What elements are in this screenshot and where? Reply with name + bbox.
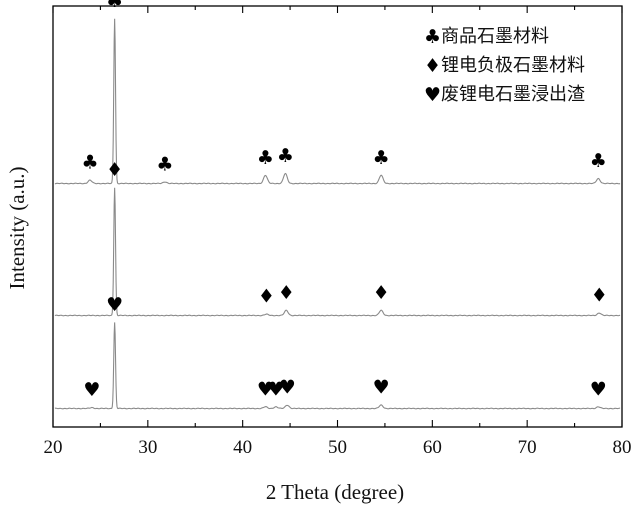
peak-marker: ♥ [267,378,284,400]
peak-marker: ♦ [373,282,390,304]
peak-marker: ♦ [591,284,608,306]
x-tick-label: 40 [233,437,252,458]
peak-marker: ♣ [373,147,390,169]
peak-marker: ♣ [106,0,123,12]
x-tick-label: 60 [423,437,442,458]
peak-marker: ♥ [279,377,296,399]
peak-marker: ♥ [590,378,607,400]
legend-label-commercial-graphite: 商品石墨材料 [441,26,549,46]
legend-label-anode-graphite: 锂电负极石墨材料 [441,55,585,75]
peak-marker: ♣ [81,152,98,174]
xrd-pattern-1 [54,18,621,185]
peak-marker-layer: ♣♣♣ ♣ ♣ ♣ ♣♦♦ ♦ ♦ ♦♥♥♥♥♥ ♥ ♥ [81,0,607,401]
x-tick-label: 70 [518,437,537,458]
y-axis-label: Intensity (a.u.) [5,166,29,289]
peak-marker: ♥ [106,294,123,316]
x-tick-label: 30 [138,437,157,458]
x-tick-label: 50 [328,437,347,458]
peak-marker: ♥ [83,379,100,401]
x-axis-label: 2 Theta (degree) [266,480,404,504]
peak-marker: ♣ [257,147,274,169]
x-axis: 20 30 40 50 60 70 80 [44,6,632,458]
x-tick-label: 80 [613,437,632,458]
xrd-pattern-2 [54,187,621,317]
legend: ♣ 商品石墨材料 ♦ 锂电负极石墨材料 ♥ 废锂电石墨浸出渣 [424,26,585,106]
legend-marker-heart: ♥ [424,84,441,106]
xrd-pattern-3 [54,322,621,410]
peak-marker: ♣ [277,145,294,167]
peak-marker: ♦ [278,282,295,304]
peak-marker: ♦ [258,286,275,308]
peak-marker: ♥ [257,378,274,400]
x-tick-label: 20 [44,437,63,458]
trace-layer [54,18,621,410]
legend-marker-diamond: ♦ [424,55,441,77]
peak-marker: ♣ [590,150,607,172]
legend-label-spent-graphite-residue: 废锂电石墨浸出渣 [441,84,585,104]
legend-marker-club: ♣ [424,26,441,48]
peak-marker: ♦ [106,159,123,181]
peak-marker: ♣ [156,153,173,175]
peak-marker: ♥ [373,377,390,399]
